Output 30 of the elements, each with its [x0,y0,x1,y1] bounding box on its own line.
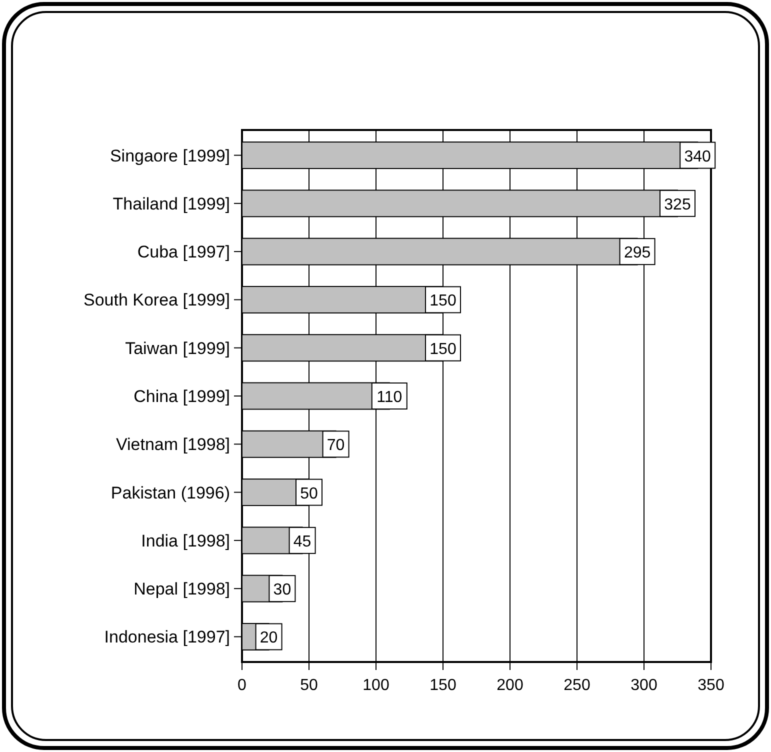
x-tick-label: 350 [698,677,724,694]
data-label: 340 [684,148,712,166]
x-tick-label: 100 [362,677,390,694]
y-tick-label: China [1999] [134,387,230,406]
y-tick-label: India [1998] [141,531,230,550]
y-tick-label: South Korea [1999] [83,290,230,310]
data-label: 20 [260,630,278,647]
y-tick-label: Nepal [1998] [134,580,230,599]
data-label: 150 [430,292,456,310]
y-tick-label: Thailand [1999] [112,194,230,214]
y-tick-label: Cuba [1997] [137,242,230,262]
y-tick-label: Vietnam [1998] [116,435,230,454]
y-tick-label: Singaore [1999] [110,146,230,166]
data-label: 45 [293,533,312,550]
x-tick-label: 0 [238,677,247,694]
x-tick-label: 150 [430,677,456,694]
x-tick-label: 300 [630,677,658,694]
data-label: 70 [326,437,345,454]
data-label: 110 [376,389,402,406]
data-label: 30 [273,582,292,599]
data-label: 295 [624,244,651,262]
x-tick-label: 50 [300,677,318,694]
data-label: 325 [664,196,691,214]
y-tick-label: Taiwan [1999] [125,338,230,358]
y-tick-label: Indonesia [1997] [104,628,230,647]
data-label: 50 [300,485,318,502]
data-label: 150 [430,340,456,358]
x-tick-label: 200 [496,677,524,694]
y-tick-label: Pakistan (1996) [110,483,230,502]
x-tick-label: 250 [564,677,590,694]
